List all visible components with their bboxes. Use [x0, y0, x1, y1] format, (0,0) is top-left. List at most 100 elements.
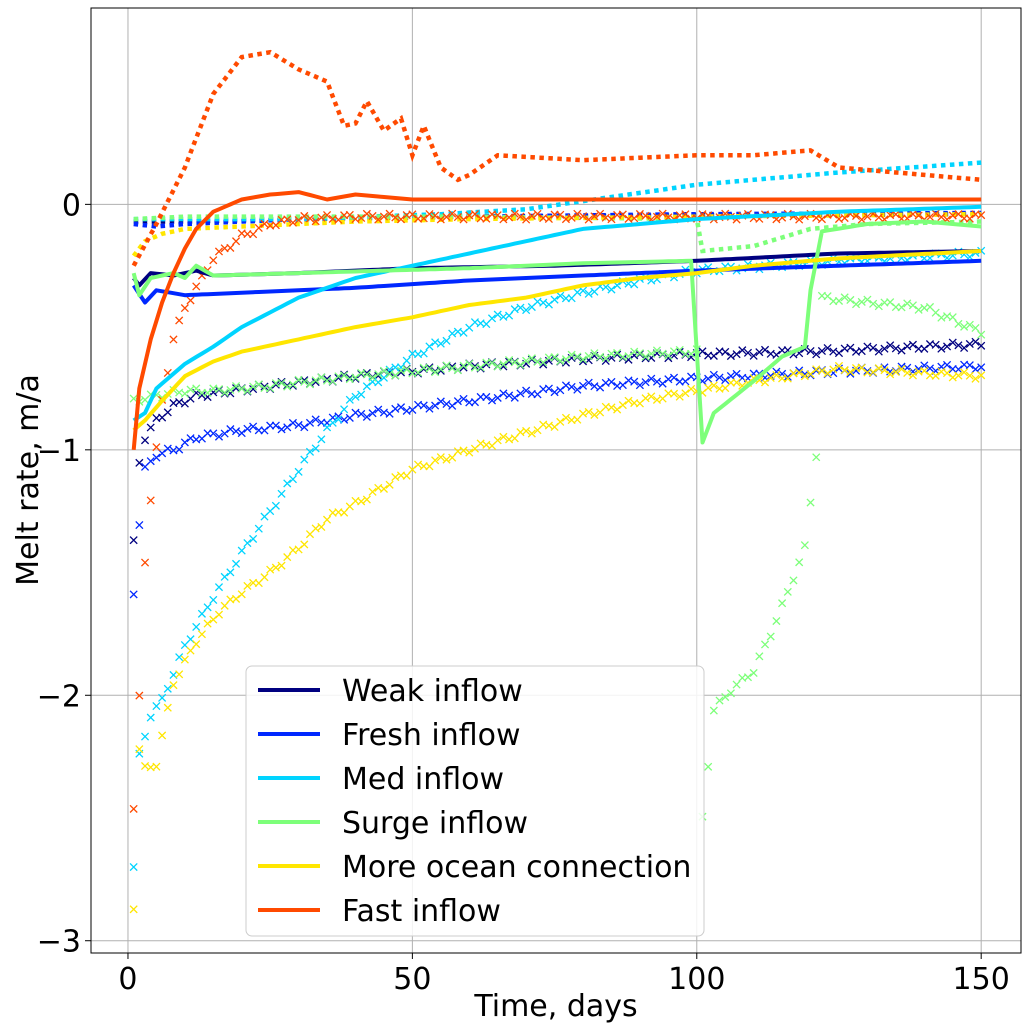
cross-marker: [578, 286, 588, 295]
cross-marker: [578, 355, 588, 364]
cross-marker: [584, 351, 593, 361]
cross-marker: [283, 382, 292, 391]
cross-marker: [789, 576, 798, 585]
cross-marker: [192, 622, 201, 631]
cross-marker: [482, 360, 491, 369]
cross-marker: [715, 373, 724, 382]
cross-marker: [635, 209, 644, 219]
cross-marker: [465, 448, 474, 457]
cross-marker: [140, 436, 150, 445]
y-tick-label: 0: [62, 188, 81, 223]
cross-marker: [226, 425, 235, 434]
cross-marker: [317, 373, 326, 382]
cross-marker: [169, 681, 178, 690]
cross-marker: [920, 344, 929, 353]
cross-marker: [726, 689, 735, 698]
cross-marker: [658, 209, 667, 218]
cross-marker: [448, 329, 457, 338]
cross-marker: [237, 384, 246, 393]
cross-marker: [334, 412, 343, 421]
cross-marker: [669, 373, 679, 382]
x-axis-ticks: 0 50 100 150: [118, 953, 1010, 997]
cross-marker: [567, 213, 576, 222]
cross-marker: [442, 361, 451, 370]
cross-marker: [385, 480, 394, 489]
solid-line: [132, 249, 982, 432]
cross-marker: [442, 399, 451, 409]
cross-marker: [584, 378, 593, 387]
cross-marker: [544, 356, 553, 365]
cross-marker: [624, 352, 633, 361]
cross-marker: [214, 247, 224, 256]
cross-marker: [664, 354, 673, 363]
cross-marker: [869, 368, 878, 377]
cross-marker: [635, 350, 644, 359]
cross-marker: [231, 427, 241, 436]
cross-marker: [846, 367, 855, 377]
solid-line: [132, 258, 982, 305]
cross-marker: [709, 706, 718, 715]
cross-marker: [596, 209, 605, 218]
cross-marker: [971, 323, 980, 333]
cross-marker: [135, 691, 144, 700]
legend-entry-label: Surge inflow: [342, 806, 528, 841]
cross-marker: [908, 340, 917, 349]
cross-marker: [254, 524, 263, 533]
cross-marker: [180, 438, 189, 447]
cross-marker: [886, 341, 895, 350]
cross-marker: [169, 335, 178, 344]
cross-marker: [300, 211, 309, 221]
cross-marker: [493, 211, 502, 220]
cross-marker: [300, 540, 309, 549]
legend: Weak inflow Fresh inflow Med inflow Surge i…: [245, 665, 705, 937]
cross-marker: [203, 388, 212, 397]
cross-marker: [345, 375, 354, 384]
cross-marker: [664, 375, 673, 384]
cross-marker: [249, 422, 258, 431]
cross-marker: [556, 291, 565, 300]
cross-marker: [652, 212, 662, 221]
cross-marker: [322, 374, 332, 383]
cross-marker: [214, 385, 224, 395]
x-axis-label: Time, days: [473, 989, 637, 1024]
cross-marker: [180, 655, 189, 664]
cross-marker: [857, 363, 866, 372]
cross-marker: [772, 371, 781, 380]
cross-marker: [186, 296, 195, 305]
cross-marker: [584, 289, 593, 298]
cross-marker: [840, 293, 849, 302]
cross-marker: [436, 215, 445, 224]
cross-marker: [505, 355, 514, 365]
cross-marker: [510, 305, 519, 314]
cross-marker: [175, 397, 184, 407]
cross-marker: [880, 344, 889, 353]
cross-marker: [647, 374, 656, 383]
cross-marker: [550, 353, 559, 362]
cross-marker: [135, 458, 144, 467]
cross-marker: [584, 215, 593, 224]
cross-marker: [436, 365, 445, 374]
cross-marker: [977, 363, 986, 372]
cross-marker: [231, 381, 241, 391]
cross-marker: [260, 219, 269, 228]
cross-marker: [448, 401, 457, 410]
y-tick-label: −2: [37, 679, 81, 714]
cross-marker: [590, 212, 599, 221]
cross-marker: [362, 495, 371, 504]
cross-marker: [192, 384, 201, 393]
cross-marker: [721, 347, 730, 356]
cross-marker: [539, 298, 548, 307]
legend-entry-label: Med inflow: [342, 762, 504, 797]
cross-marker: [340, 405, 349, 414]
cross-marker: [834, 296, 844, 305]
cross-marker: [197, 391, 206, 400]
cross-marker: [578, 409, 588, 418]
cross-marker: [732, 680, 741, 689]
cross-marker: [459, 394, 468, 403]
cross-marker: [755, 348, 764, 357]
cross-marker: [180, 304, 189, 313]
cross-marker: [419, 349, 428, 358]
cross-marker: [931, 371, 940, 380]
cross-marker: [641, 352, 650, 361]
cross-marker: [527, 429, 536, 438]
